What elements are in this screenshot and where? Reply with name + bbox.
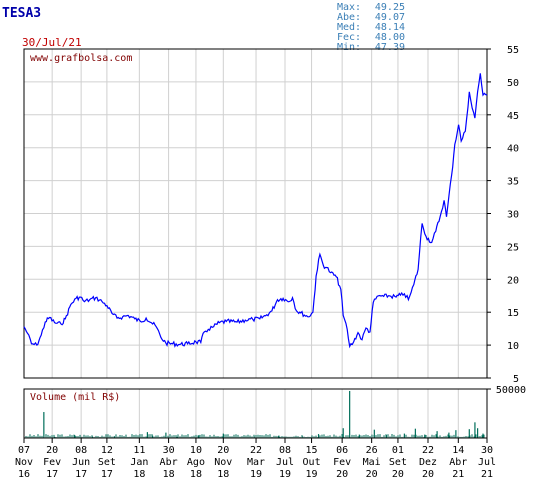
volume-y-axis: 50000 [487, 385, 526, 396]
x-tick-label: 21 [481, 469, 493, 480]
x-tick-label: 10 [190, 445, 202, 456]
price-y-axis: 5 10 15 20 25 30 35 40 45 50 55 [487, 45, 519, 385]
x-tick-label: 18 [133, 469, 145, 480]
x-tick-label: 20 [217, 445, 229, 456]
x-tick-label: Jul [478, 457, 496, 468]
x-tick-label: 14 [452, 445, 464, 456]
x-tick-label: 19 [279, 469, 291, 480]
ticker-symbol: TESA3 [2, 6, 41, 21]
x-tick-label: 17 [101, 469, 113, 480]
price-grid [23, 48, 488, 379]
price-y-tick-label: 35 [507, 177, 519, 188]
x-tick-label: 18 [163, 469, 175, 480]
x-tick-label: Set [98, 457, 116, 468]
price-y-tick-label: 55 [507, 45, 519, 56]
x-tick-label: Nov [15, 457, 33, 468]
price-y-tick-label: 30 [507, 210, 519, 221]
price-y-tick-label: 20 [507, 275, 519, 286]
price-y-tick-label: 45 [507, 111, 519, 122]
x-tick-label: Jun [72, 457, 90, 468]
x-tick-label: Ago [187, 457, 205, 468]
x-tick-label: 19 [250, 469, 262, 480]
x-tick-label: 19 [306, 469, 318, 480]
price-y-tick-label: 10 [507, 341, 519, 352]
x-tick-label: 21 [452, 469, 464, 480]
stat-label: Med: [337, 22, 361, 33]
price-y-tick-label: 50 [507, 78, 519, 89]
stat-label: Fec: [337, 32, 361, 43]
price-y-tick-label: 40 [507, 144, 519, 155]
price-y-tick-label: 15 [507, 308, 519, 319]
x-tick-label: 08 [75, 445, 87, 456]
x-tick-label: Jul [276, 457, 294, 468]
price-y-tick-label: 5 [513, 374, 519, 385]
x-tick-label: Set [389, 457, 407, 468]
stat-value: 49.07 [375, 12, 405, 23]
x-tick-label: 30 [163, 445, 175, 456]
x-tick-label: Dez [419, 457, 437, 468]
x-tick-label: 22 [250, 445, 262, 456]
x-tick-label: 15 [306, 445, 318, 456]
x-tick-label: 06 [336, 445, 348, 456]
x-tick-label: 18 [217, 469, 229, 480]
volume-label: Volume (mil R$) [30, 392, 120, 403]
x-tick-label: 20 [366, 469, 378, 480]
stat-value: 47.39 [375, 42, 405, 53]
x-tick-label: 20 [422, 469, 434, 480]
x-tick-label: Fev [333, 457, 351, 468]
x-tick-label: 20 [336, 469, 348, 480]
x-tick-label: 17 [75, 469, 87, 480]
x-tick-label: 20 [46, 445, 58, 456]
x-tick-label: 11 [133, 445, 145, 456]
stat-label: Min: [337, 42, 361, 53]
volume-panel-frame [23, 388, 488, 439]
stat-label: Max: [337, 2, 361, 13]
x-tick-label: 01 [392, 445, 404, 456]
x-tick-label: 07 [18, 445, 30, 456]
stat-label: Abe: [337, 12, 361, 23]
price-stats: Max: 49.25 Abe: 49.07 Med: 48.14 Fec: 48.00 Min:… [337, 2, 405, 53]
x-tick-label: 16 [18, 469, 30, 480]
price-y-tick-label: 25 [507, 242, 519, 253]
stat-value: 48.14 [375, 22, 405, 33]
x-tick-label: 18 [190, 469, 202, 480]
price-series-line [23, 73, 488, 349]
x-tick-label: Abr [160, 457, 178, 468]
x-tick-label: Abr [449, 457, 467, 468]
source-watermark: www.grafbolsa.com [30, 53, 132, 64]
x-tick-label: Fev [43, 457, 61, 468]
stat-value: 49.25 [375, 2, 405, 13]
x-tick-label: Jan [130, 457, 148, 468]
x-tick-label: 12 [101, 445, 113, 456]
x-tick-label: Nov [214, 457, 232, 468]
x-tick-label: Out [303, 457, 321, 468]
x-axis: 07Nov1620Fev1708Jun1712Set1711Jan1830Abr… [15, 438, 496, 480]
x-tick-label: 22 [422, 445, 434, 456]
chart-date: 30/Jul/21 [22, 36, 82, 49]
x-tick-label: Mai [363, 457, 381, 468]
x-tick-label: 30 [481, 445, 493, 456]
x-tick-label: 17 [46, 469, 58, 480]
x-tick-label: 26 [366, 445, 378, 456]
x-tick-label: Mar [247, 457, 265, 468]
volume-y-tick-label: 50000 [496, 385, 526, 396]
stat-value: 48.00 [375, 32, 405, 43]
x-tick-label: 20 [392, 469, 404, 480]
x-tick-label: 08 [279, 445, 291, 456]
